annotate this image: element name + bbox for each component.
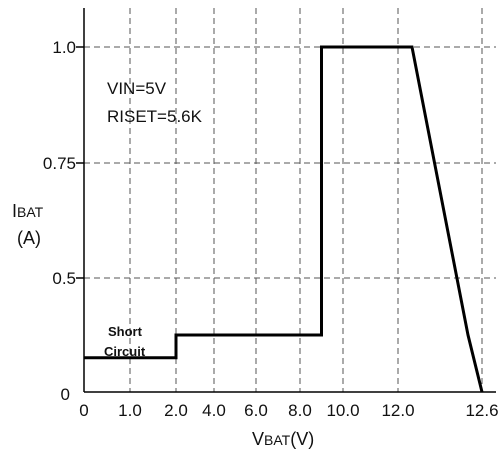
y-tick-label: 0.75	[43, 154, 76, 173]
y-tick-label: 1.0	[52, 38, 76, 57]
annotation-riset: RISET=5.6K	[107, 107, 203, 126]
annotation-circuit: Circuit	[104, 344, 146, 359]
annotation-vin: VIN=5V	[107, 79, 167, 98]
y-axis-title-main: I	[12, 201, 17, 221]
x-tick-label: 4.0	[202, 401, 226, 420]
axes	[76, 8, 496, 393]
y-tick-label: 0	[61, 385, 70, 404]
x-tick-label: 12.6	[465, 401, 498, 420]
y-tick-label: 0.5	[52, 269, 76, 288]
x-tick-labels: 0 1.0 2.0 4.0 6.0 8.0 10.0 12.0 12.6	[79, 401, 498, 420]
x-tick-label: 6.0	[244, 401, 268, 420]
annotation-short: Short	[108, 324, 143, 339]
y-axis-title: IBAT	[12, 201, 44, 221]
y-tick-labels: 0 0.5 0.75 1.0	[43, 38, 76, 404]
series-line	[84, 45, 484, 393]
x-axis-title-sub: BAT	[264, 432, 291, 448]
x-axis-title-unit: (V)	[290, 429, 314, 449]
x-axis-title-main: V	[252, 429, 264, 449]
x-tick-label: 0	[79, 401, 88, 420]
y-axis-title-sub: BAT	[17, 204, 44, 220]
x-tick-label: 2.0	[164, 401, 188, 420]
x-tick-label: 1.0	[118, 401, 142, 420]
x-tick-label: 8.0	[288, 401, 312, 420]
y-axis-unit: (A)	[17, 228, 41, 248]
x-tick-label: 12.0	[381, 401, 414, 420]
x-axis-title: VBAT(V)	[252, 429, 314, 449]
grid	[84, 8, 496, 392]
x-tick-label: 10.0	[326, 401, 359, 420]
